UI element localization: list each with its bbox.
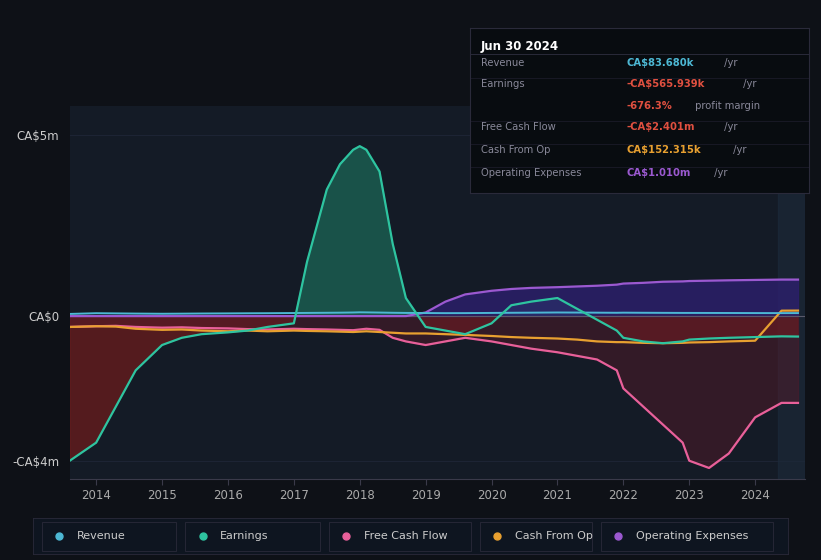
FancyBboxPatch shape	[329, 522, 471, 552]
Text: -676.3%: -676.3%	[626, 101, 672, 111]
Text: Earnings: Earnings	[480, 79, 524, 89]
Text: -CA$565.939k: -CA$565.939k	[626, 79, 704, 89]
Text: /yr: /yr	[740, 79, 756, 89]
Text: CA$83.680k: CA$83.680k	[626, 58, 694, 68]
Text: Free Cash Flow: Free Cash Flow	[480, 122, 555, 132]
Text: Operating Expenses: Operating Expenses	[635, 531, 748, 541]
FancyBboxPatch shape	[186, 522, 320, 552]
FancyBboxPatch shape	[480, 522, 592, 552]
Text: CA$152.315k: CA$152.315k	[626, 145, 700, 155]
Text: Earnings: Earnings	[220, 531, 268, 541]
FancyBboxPatch shape	[42, 522, 177, 552]
Text: CA$1.010m: CA$1.010m	[626, 169, 690, 179]
Text: Operating Expenses: Operating Expenses	[480, 169, 581, 179]
Text: /yr: /yr	[721, 122, 737, 132]
Text: Jun 30 2024: Jun 30 2024	[480, 40, 559, 53]
FancyBboxPatch shape	[601, 522, 773, 552]
Text: /yr: /yr	[721, 58, 737, 68]
Text: /yr: /yr	[711, 169, 727, 179]
Text: Free Cash Flow: Free Cash Flow	[364, 531, 447, 541]
Text: Revenue: Revenue	[76, 531, 126, 541]
Text: profit margin: profit margin	[692, 101, 760, 111]
Text: /yr: /yr	[730, 145, 747, 155]
Text: Cash From Op: Cash From Op	[480, 145, 550, 155]
Text: -CA$2.401m: -CA$2.401m	[626, 122, 695, 132]
Text: Cash From Op: Cash From Op	[515, 531, 593, 541]
Bar	[778, 106, 805, 479]
Text: Revenue: Revenue	[480, 58, 524, 68]
